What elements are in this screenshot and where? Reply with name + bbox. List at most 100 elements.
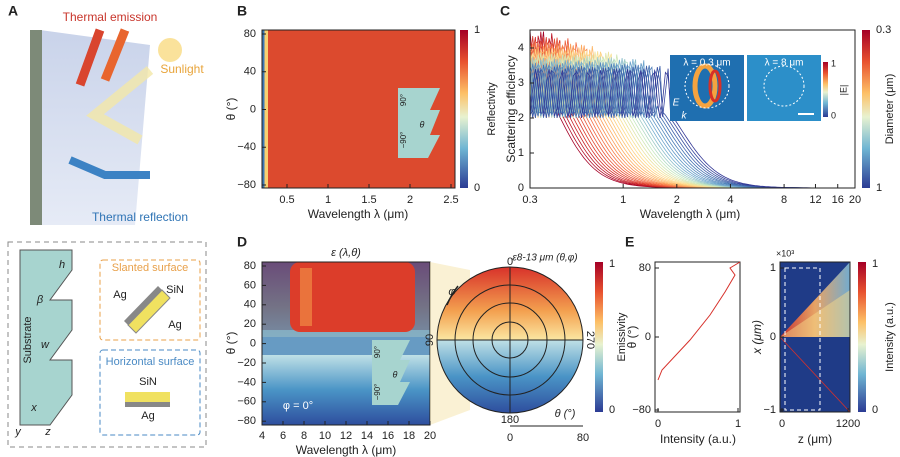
label: θ (°) <box>555 408 576 420</box>
label: 270 <box>584 331 596 349</box>
label: Ag <box>141 410 154 422</box>
x-tick-label: 20 <box>424 430 436 442</box>
y-tick-label: −80 <box>632 404 651 416</box>
x-tick-label: 0 <box>779 418 785 430</box>
label: Slanted surface <box>112 262 188 274</box>
label: Horizontal surface <box>106 356 195 368</box>
y-tick-label: 60 <box>244 279 256 291</box>
x-tick-label: 4 <box>727 194 733 206</box>
label: x (μm) <box>750 320 764 355</box>
colorbar-b <box>460 30 468 188</box>
axes-c <box>529 29 856 189</box>
label: Diameter (μm) <box>884 74 896 145</box>
y-tick-label: 20 <box>244 318 256 330</box>
x-tick-label: 12 <box>809 194 821 206</box>
x-tick-label: 2.5 <box>443 194 458 206</box>
x-tick-label: 2 <box>407 194 413 206</box>
y-tick-label: 0 <box>250 103 256 115</box>
label: Wavelength λ (μm) <box>308 207 409 221</box>
label: 180 <box>501 414 519 426</box>
panel-label: E <box>625 234 634 250</box>
y-tick-label: 80 <box>244 260 256 272</box>
label: θ <box>420 119 425 129</box>
x-tick-label: 0.5 <box>279 194 294 206</box>
label: 1 <box>474 24 480 36</box>
y-tick-label: 4 <box>518 42 524 54</box>
y-tick-label: 0 <box>518 182 524 194</box>
inset-colorbar <box>823 62 828 117</box>
label: Thermal emission <box>63 10 158 24</box>
label: Emissivity <box>616 312 628 361</box>
label: 90 <box>424 334 436 346</box>
label: x <box>30 402 37 414</box>
y-tick-label: −80 <box>237 415 256 427</box>
intensity-line <box>657 261 741 381</box>
scattering-curves <box>529 30 855 189</box>
label: 80 <box>577 432 589 444</box>
x-tick-label: 6 <box>280 430 286 442</box>
label: 0 <box>507 432 513 444</box>
y-tick-label: −1 <box>763 404 776 416</box>
label: 0 <box>507 256 513 268</box>
label: 0 <box>872 404 878 416</box>
label: θ (°) <box>224 98 238 121</box>
y-tick-label: 40 <box>244 66 256 78</box>
x-tick-label: 8 <box>301 430 307 442</box>
label: 1 <box>876 182 882 194</box>
label: ε8-13 μm (θ,φ) <box>512 253 577 264</box>
label: φ <box>448 286 455 298</box>
label: 0 <box>474 182 480 194</box>
y-tick-label: −40 <box>237 376 256 388</box>
y-tick-label: 2 <box>518 112 524 124</box>
label: 0 <box>609 404 615 416</box>
x-tick-label: 4 <box>259 430 265 442</box>
y-tick-label: 80 <box>244 28 256 40</box>
y-tick-label: 1 <box>518 147 524 159</box>
label: −90° <box>399 132 408 149</box>
colorbar-d <box>595 262 603 412</box>
label: Ag <box>168 319 181 331</box>
y-tick-label: 0 <box>770 331 776 343</box>
x-tick-label: 1200 <box>836 418 860 430</box>
y-tick-label: −80 <box>237 179 256 191</box>
y-tick-label: −20 <box>237 357 256 369</box>
x-tick-label: 16 <box>382 430 394 442</box>
label: y <box>14 426 22 438</box>
label: β <box>36 294 44 306</box>
x-tick-label: 0.3 <box>522 194 537 206</box>
panel-label: C <box>500 3 510 19</box>
label: 1 <box>831 58 836 68</box>
label: θ <box>393 369 398 379</box>
label: Sunlight <box>160 62 204 76</box>
y-tick-label: −40 <box>237 141 256 153</box>
label: Intensity (a.u.) <box>660 432 736 446</box>
label: ε (λ,θ) <box>331 247 361 259</box>
colorbar-c <box>862 30 870 188</box>
x-tick-label: 20 <box>849 194 861 206</box>
label: Intensity (a.u.) <box>884 302 896 372</box>
x-tick-label: 12 <box>340 430 352 442</box>
label: λ = 0.3 μm <box>683 58 730 69</box>
label: 0.3 <box>876 24 891 36</box>
x-tick-label: 10 <box>319 430 331 442</box>
panel-a-art <box>7 28 207 448</box>
x-tick-label: 14 <box>361 430 373 442</box>
label: Scattering efficiency <box>504 55 518 162</box>
label: Thermal reflection <box>92 210 188 224</box>
label: |E| <box>838 85 848 96</box>
y-tick-label: −60 <box>237 396 256 408</box>
label: w <box>41 339 50 351</box>
label: ×10³ <box>776 248 794 258</box>
y-tick-label: 80 <box>639 262 651 274</box>
label: 90° <box>399 94 408 106</box>
label: Reflectivity <box>486 82 498 136</box>
label: φ = 0° <box>283 400 313 412</box>
x-tick-label: 1 <box>620 194 626 206</box>
x-tick-label: 1.5 <box>361 194 376 206</box>
x-tick-label: 8 <box>781 194 787 206</box>
label: Ag <box>113 289 126 301</box>
y-tick-label: 0 <box>645 331 651 343</box>
label: SiN <box>139 376 157 388</box>
label: −90° <box>373 384 382 401</box>
